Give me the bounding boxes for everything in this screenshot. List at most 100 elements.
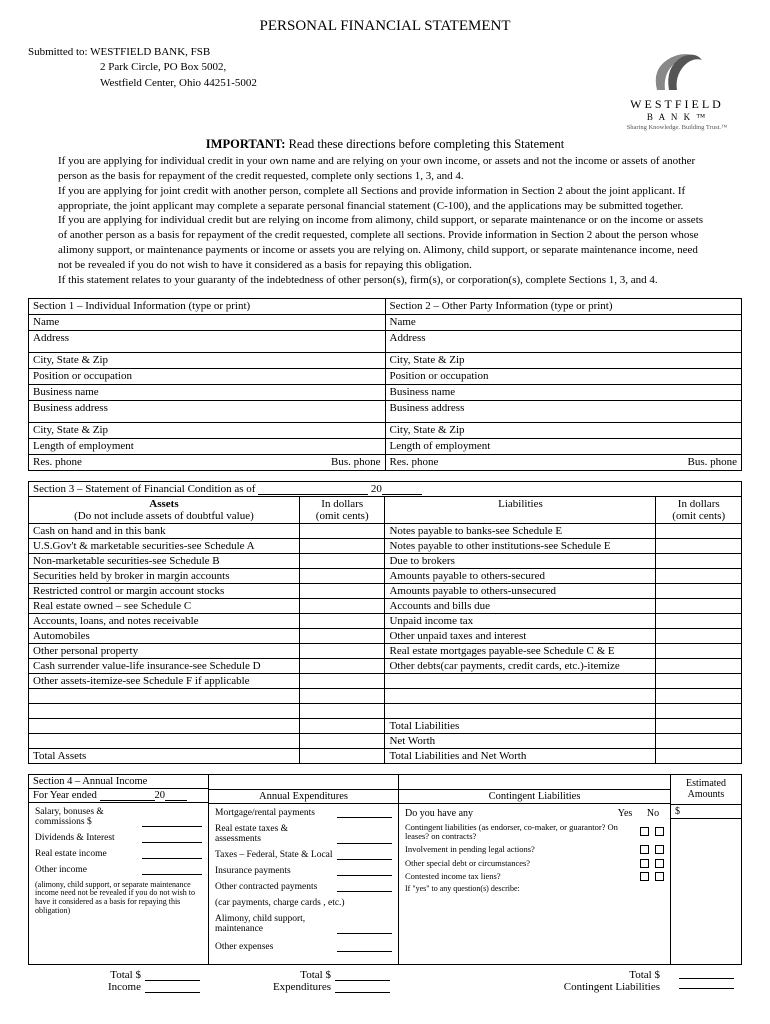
exp-fill[interactable] [337,942,392,952]
total-both-val[interactable] [656,748,742,763]
net-worth-val[interactable] [656,733,742,748]
income-note: (alimony, child support, or separate mai… [35,881,202,916]
exp-fill[interactable] [337,882,392,892]
sec1-csz[interactable]: City, State & Zip [29,352,386,368]
asset-val[interactable] [299,688,385,703]
sec1-length[interactable]: Length of employment [29,438,386,454]
sec4-year-fill[interactable] [100,790,155,801]
tot-cont-label1: Total $ [629,969,660,981]
liab-val[interactable] [656,673,742,688]
est-dollar[interactable]: $ [671,805,741,819]
sec2-csz[interactable]: City, State & Zip [385,352,742,368]
asset-val[interactable] [299,598,385,613]
sec1-phones[interactable]: Res. phoneBus. phone [29,454,386,470]
total-liab-val[interactable] [656,718,742,733]
submitted-block: Submitted to: WESTFIELD BANK, FSB 2 Park… [28,45,257,91]
sec2-length[interactable]: Length of employment [385,438,742,454]
asset-val[interactable] [299,553,385,568]
sec1-bizname[interactable]: Business name [29,384,386,400]
dollars-header-1: In dollars(omit cents) [299,496,385,523]
liab-val[interactable] [656,628,742,643]
exp-fill[interactable] [337,808,392,818]
checkbox-no[interactable] [655,827,664,836]
tot-income-fill2[interactable] [145,983,200,993]
tot-income-label1: Total $ [110,969,141,981]
tot-est-fill2[interactable] [679,979,734,989]
total-assets-val[interactable] [299,748,385,763]
asset-val[interactable] [299,523,385,538]
liab-val[interactable] [656,538,742,553]
checkbox-yes[interactable] [640,872,649,881]
sec2-position[interactable]: Position or occupation [385,368,742,384]
asset-row[interactable] [29,718,300,733]
liab-val[interactable] [656,643,742,658]
liab-row: Other unpaid taxes and interest [385,628,656,643]
income-fill[interactable] [142,865,202,875]
exp-fill[interactable] [337,924,392,934]
tot-income-fill[interactable] [145,971,200,981]
liab-val[interactable] [656,523,742,538]
sec2-bizcsz[interactable]: City, State & Zip [385,422,742,438]
tot-cont-label2: Contingent Liabilities [564,981,660,993]
cont-item: Other special debt or circumstances? [405,859,634,868]
exp-fill[interactable] [337,850,392,860]
asset-row[interactable] [29,703,300,718]
tot-est-fill[interactable] [679,969,734,979]
asset-val[interactable] [299,538,385,553]
sec1-name[interactable]: Name [29,314,386,330]
income-fill[interactable] [142,849,202,859]
asset-val[interactable] [299,703,385,718]
exp-fill[interactable] [337,834,392,844]
no-label: No [642,808,664,819]
liab-val[interactable] [656,688,742,703]
sec1-address[interactable]: Address [29,330,386,352]
checkbox-no[interactable] [655,872,664,881]
checkbox-no[interactable] [655,845,664,854]
logo-sub: B A N K ™ [612,112,742,122]
liab-row[interactable] [385,703,656,718]
net-worth-label: Net Worth [385,733,656,748]
tot-exp-fill[interactable] [335,971,390,981]
liab-row[interactable] [385,673,656,688]
income-fill[interactable] [142,817,202,827]
liab-val[interactable] [656,703,742,718]
checkbox-yes[interactable] [640,859,649,868]
sec1-bizcsz[interactable]: City, State & Zip [29,422,386,438]
section-3: Section 3 – Statement of Financial Condi… [28,481,742,764]
sec2-name[interactable]: Name [385,314,742,330]
sec2-bizaddr[interactable]: Business address [385,400,742,422]
asset-val[interactable] [299,673,385,688]
tot-exp-fill2[interactable] [335,983,390,993]
sec2-address[interactable]: Address [385,330,742,352]
asset-row[interactable] [29,688,300,703]
sec2-phones[interactable]: Res. phoneBus. phone [385,454,742,470]
asset-val[interactable] [299,658,385,673]
income-fill[interactable] [142,833,202,843]
sec3-year-fill[interactable] [382,484,422,495]
checkbox-yes[interactable] [640,845,649,854]
sec4-year-fill2[interactable] [165,790,187,801]
sec1-position[interactable]: Position or occupation [29,368,386,384]
liab-val[interactable] [656,613,742,628]
asset-val[interactable] [299,643,385,658]
asset-val[interactable] [299,733,385,748]
liab-val[interactable] [656,568,742,583]
sec3-date-fill[interactable] [258,484,368,495]
liab-val[interactable] [656,658,742,673]
exp-fill[interactable] [337,866,392,876]
checkbox-no[interactable] [655,859,664,868]
liab-val[interactable] [656,583,742,598]
asset-row[interactable] [29,733,300,748]
liab-row[interactable] [385,688,656,703]
sec1-bizaddr[interactable]: Business address [29,400,386,422]
asset-val[interactable] [299,718,385,733]
liab-val[interactable] [656,553,742,568]
exp-item: Other contracted payments [215,882,333,892]
asset-val[interactable] [299,628,385,643]
liab-val[interactable] [656,598,742,613]
sec2-bizname[interactable]: Business name [385,384,742,400]
asset-val[interactable] [299,568,385,583]
asset-val[interactable] [299,613,385,628]
asset-val[interactable] [299,583,385,598]
checkbox-yes[interactable] [640,827,649,836]
